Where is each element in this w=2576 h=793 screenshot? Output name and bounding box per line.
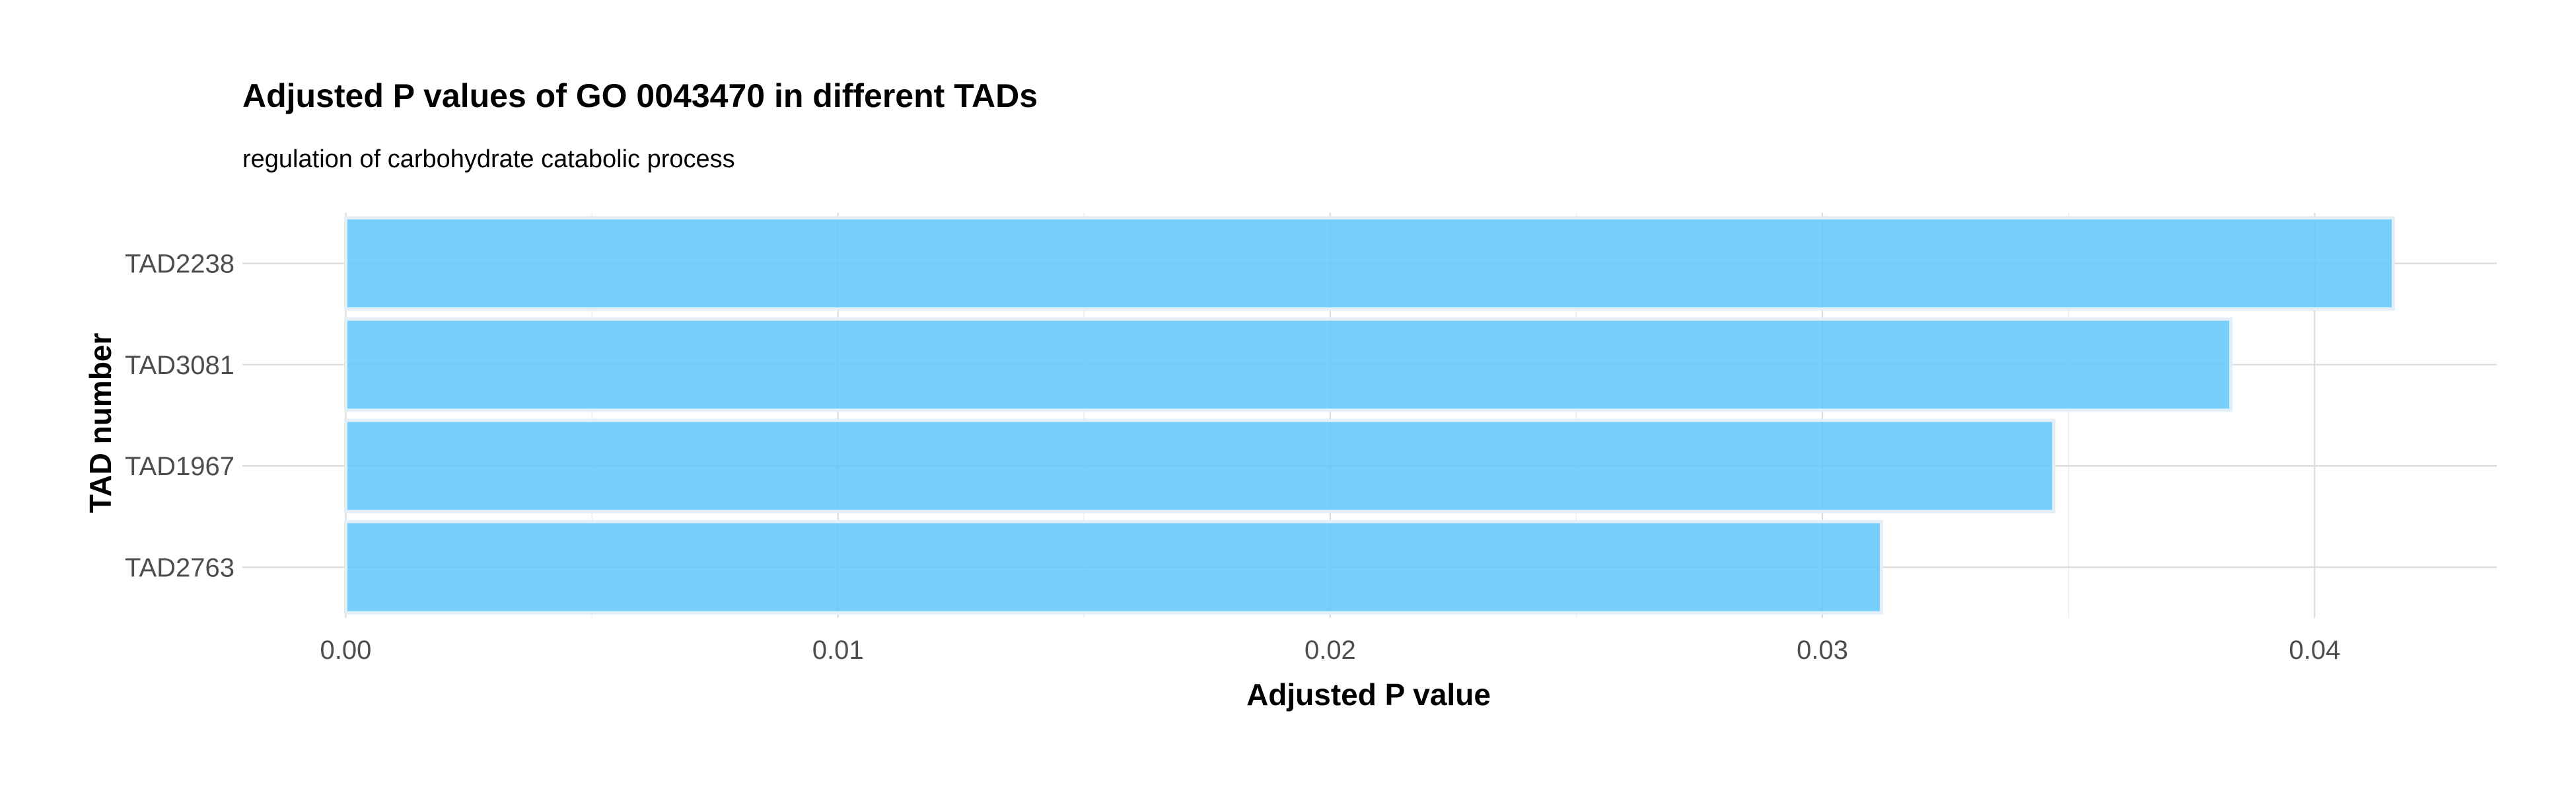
y-tick-label: TAD1967 [125,452,234,481]
y-tick-label: TAD2763 [125,553,234,582]
chart-title: Adjusted P values of GO 0043470 in diffe… [242,77,1038,114]
bar-tad2238 [343,216,2396,311]
x-tick-label: 0.01 [812,636,864,665]
x-tick-label: 0.03 [1797,636,1848,665]
x-axis-title: Adjusted P value [1246,677,1491,712]
bar-tad3081 [343,317,2233,412]
x-tick-labels: 0.00 0.01 0.02 0.03 0.04 [320,636,2341,665]
x-tick-label: 0.00 [320,636,372,665]
bar-tad1967 [343,418,2056,513]
y-axis-title: TAD number [83,333,118,513]
bar-tad2763 [343,519,1884,615]
x-tick-label: 0.02 [1305,636,1356,665]
bars-group [343,216,2396,615]
x-tick-label: 0.04 [2289,636,2340,665]
y-tick-labels: TAD2238 TAD3081 TAD1967 TAD2763 [125,250,234,583]
chart-subtitle: regulation of carbohydrate catabolic pro… [242,145,735,173]
y-tick-label: TAD2238 [125,250,234,279]
y-tick-label: TAD3081 [125,351,234,380]
